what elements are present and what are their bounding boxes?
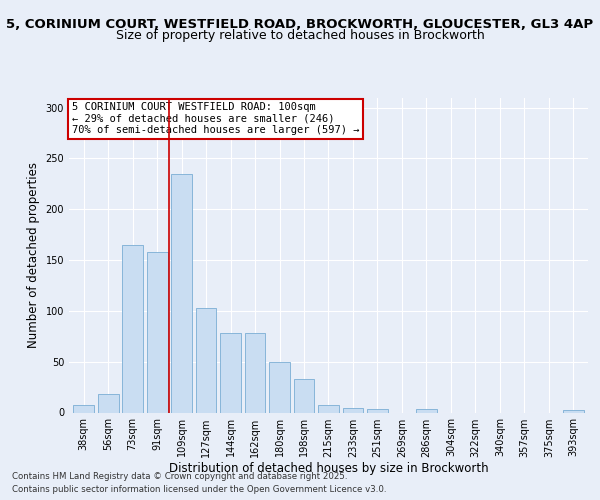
Bar (73, 406, 94, 412)
Bar (343, 408, 364, 412)
Bar (220, 333, 241, 412)
Bar (171, 174, 192, 412)
Bar (293, 379, 314, 412)
Bar (367, 410, 388, 412)
Bar (269, 362, 290, 412)
Bar (196, 308, 217, 412)
Y-axis label: Number of detached properties: Number of detached properties (27, 162, 40, 348)
Bar (416, 410, 437, 412)
Text: Contains HM Land Registry data © Crown copyright and database right 2025.: Contains HM Land Registry data © Crown c… (12, 472, 347, 481)
X-axis label: Distribution of detached houses by size in Brockworth: Distribution of detached houses by size … (169, 462, 488, 475)
Bar (122, 245, 143, 412)
Bar (245, 333, 265, 412)
Text: 5 CORINIUM COURT WESTFIELD ROAD: 100sqm
← 29% of detached houses are smaller (24: 5 CORINIUM COURT WESTFIELD ROAD: 100sqm … (71, 102, 359, 136)
Bar (98, 394, 119, 412)
Text: Size of property relative to detached houses in Brockworth: Size of property relative to detached ho… (116, 29, 484, 42)
Text: 5, CORINIUM COURT, WESTFIELD ROAD, BROCKWORTH, GLOUCESTER, GL3 4AP: 5, CORINIUM COURT, WESTFIELD ROAD, BROCK… (7, 18, 593, 30)
Bar (563, 410, 584, 412)
Text: Contains public sector information licensed under the Open Government Licence v3: Contains public sector information licen… (12, 485, 386, 494)
Bar (318, 406, 339, 412)
Bar (147, 252, 167, 412)
